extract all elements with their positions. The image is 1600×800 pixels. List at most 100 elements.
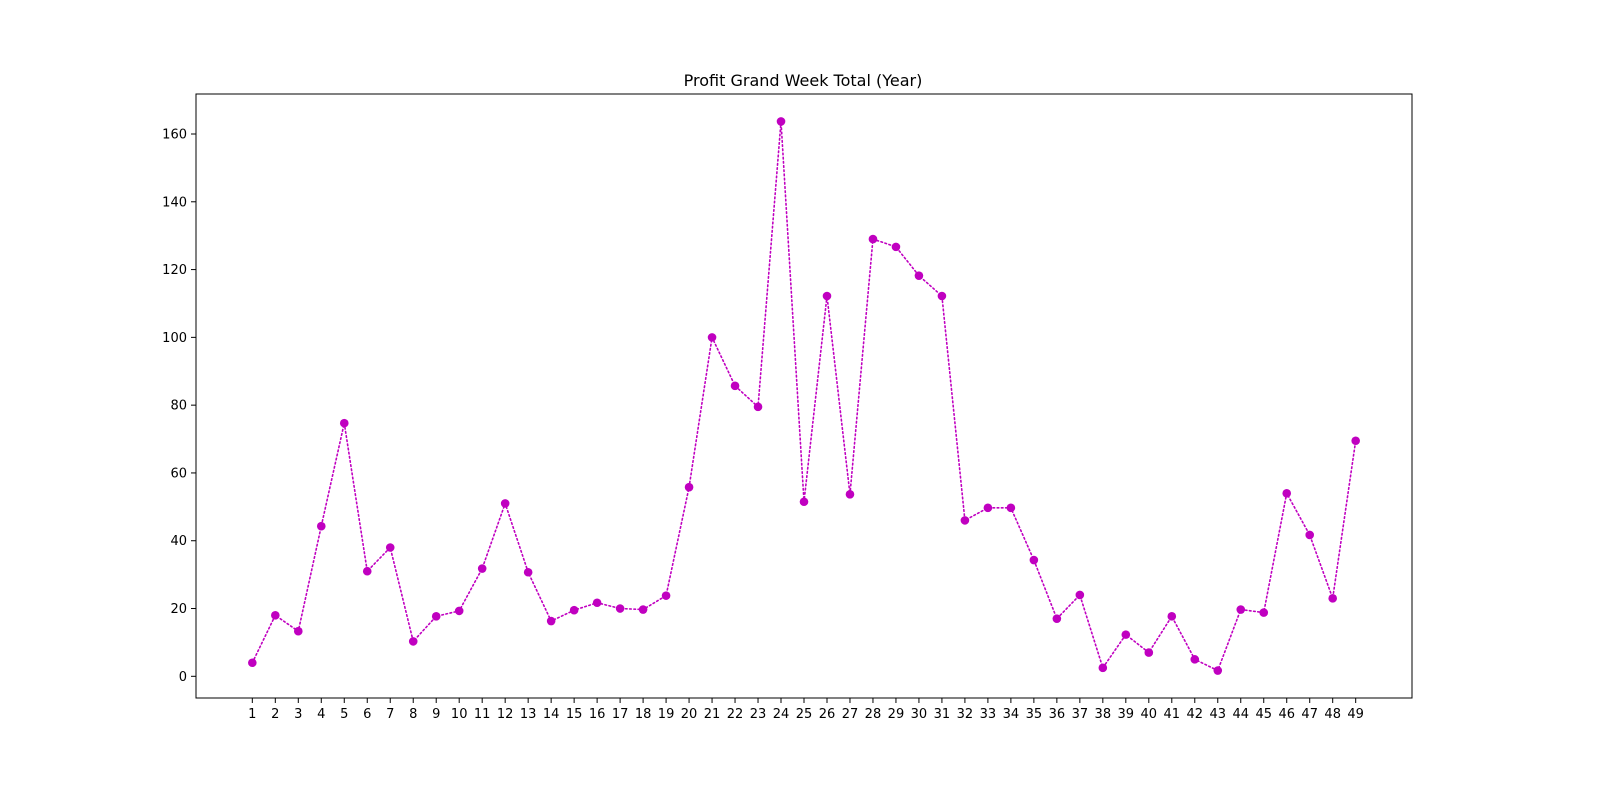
y-tick-label: 80 — [170, 399, 187, 414]
x-axis: 1 2 3 4 5 6 7 8 9 10 11 12 13 14 15 16 17 18 19 20 21 22 23 24 2… — [248, 698, 1364, 722]
x-tick-label: 22 — [727, 707, 744, 722]
x-tick-label: 18 — [635, 707, 652, 722]
x-tick-label: 11 — [474, 707, 491, 722]
data-point — [339, 418, 349, 428]
data-point — [1075, 590, 1085, 600]
x-tick-label: 29 — [888, 707, 905, 722]
x-tick-label: 46 — [1278, 707, 1295, 722]
data-point — [684, 482, 694, 492]
x-tick-label: 9 — [432, 707, 440, 722]
data-point — [477, 564, 487, 573]
x-tick-label: 41 — [1164, 707, 1181, 722]
x-tick-label: 45 — [1255, 707, 1272, 722]
x-tick-label: 7 — [386, 707, 394, 722]
y-tick-label: 140 — [162, 195, 187, 210]
data-point — [592, 598, 602, 608]
x-tick-label: 28 — [865, 707, 882, 722]
series-line — [251, 121, 1357, 672]
data-point — [569, 605, 579, 615]
y-axis: 0 20 40 60 80 100 120 140 160 — [162, 127, 196, 685]
data-point — [1282, 488, 1292, 498]
x-tick-label: 2 — [271, 707, 279, 722]
data-point — [1305, 530, 1315, 540]
x-tick-label: 25 — [796, 707, 813, 722]
data-point — [248, 658, 257, 668]
x-tick-label: 32 — [957, 707, 974, 722]
x-tick-label: 40 — [1141, 707, 1158, 722]
data-point — [799, 497, 809, 507]
y-tick-label: 0 — [179, 670, 187, 685]
x-tick-label: 8 — [409, 707, 417, 722]
data-point — [1213, 666, 1223, 675]
y-tick-label: 60 — [170, 466, 187, 481]
x-tick-label: 38 — [1095, 707, 1112, 722]
x-tick-label: 4 — [317, 707, 325, 722]
x-tick-label: 15 — [566, 707, 583, 722]
x-tick-label: 5 — [340, 707, 348, 722]
y-tick-label: 100 — [162, 331, 187, 346]
x-tick-label: 35 — [1026, 707, 1043, 722]
y-tick-label: 160 — [162, 127, 187, 142]
data-point — [1259, 608, 1269, 617]
data-point — [454, 606, 464, 616]
y-tick-label: 120 — [162, 263, 187, 278]
y-tick-label: 40 — [170, 534, 187, 549]
x-tick-label: 12 — [497, 707, 514, 722]
x-tick-label: 21 — [704, 707, 721, 722]
data-point — [1098, 663, 1108, 673]
x-tick-label: 33 — [980, 707, 997, 722]
x-tick-label: 13 — [520, 707, 537, 722]
x-tick-label: 44 — [1232, 707, 1249, 722]
x-tick-label: 17 — [612, 707, 629, 722]
data-point — [615, 604, 625, 613]
data-point — [1121, 630, 1131, 639]
x-tick-label: 42 — [1187, 707, 1204, 722]
data-point — [1236, 605, 1246, 614]
data-point — [661, 591, 671, 600]
x-tick-label: 39 — [1118, 707, 1135, 722]
x-tick-label: 20 — [681, 707, 698, 722]
data-point — [960, 516, 970, 525]
series-group — [248, 117, 1360, 675]
data-point — [891, 242, 901, 252]
data-point — [523, 567, 533, 577]
data-point — [546, 616, 556, 626]
data-point — [753, 402, 763, 412]
x-tick-label: 24 — [773, 707, 790, 722]
x-tick-label: 47 — [1301, 707, 1318, 722]
x-tick-label: 23 — [750, 707, 767, 722]
x-tick-label: 19 — [658, 707, 675, 722]
data-point — [822, 291, 832, 301]
data-point — [271, 610, 280, 620]
data-point — [1029, 555, 1039, 565]
chart-title: Profit Grand Week Total (Year) — [684, 71, 923, 90]
x-tick-label: 37 — [1072, 707, 1089, 722]
data-point — [730, 381, 740, 391]
plot-area-frame — [195, 93, 1413, 699]
data-point — [408, 637, 418, 646]
x-tick-label: 27 — [842, 707, 859, 722]
x-tick-label: 14 — [543, 707, 560, 722]
x-tick-label: 48 — [1324, 707, 1341, 722]
x-tick-label: 16 — [589, 707, 606, 722]
data-point — [707, 333, 717, 342]
data-point — [431, 612, 441, 621]
data-point — [385, 543, 395, 552]
x-tick-label: 43 — [1209, 707, 1226, 722]
x-tick-label: 26 — [819, 707, 836, 722]
y-tick-label: 20 — [170, 602, 187, 617]
x-tick-label: 30 — [911, 707, 928, 722]
data-point — [1006, 503, 1016, 513]
data-point — [1144, 648, 1154, 657]
data-point — [868, 234, 878, 244]
data-point — [1190, 655, 1200, 664]
x-tick-label: 3 — [294, 707, 302, 722]
x-tick-label: 36 — [1049, 707, 1066, 722]
x-tick-label: 6 — [363, 707, 371, 722]
data-point — [937, 291, 947, 301]
data-point — [500, 499, 510, 508]
data-point — [362, 566, 372, 576]
x-tick-label: 34 — [1003, 707, 1020, 722]
